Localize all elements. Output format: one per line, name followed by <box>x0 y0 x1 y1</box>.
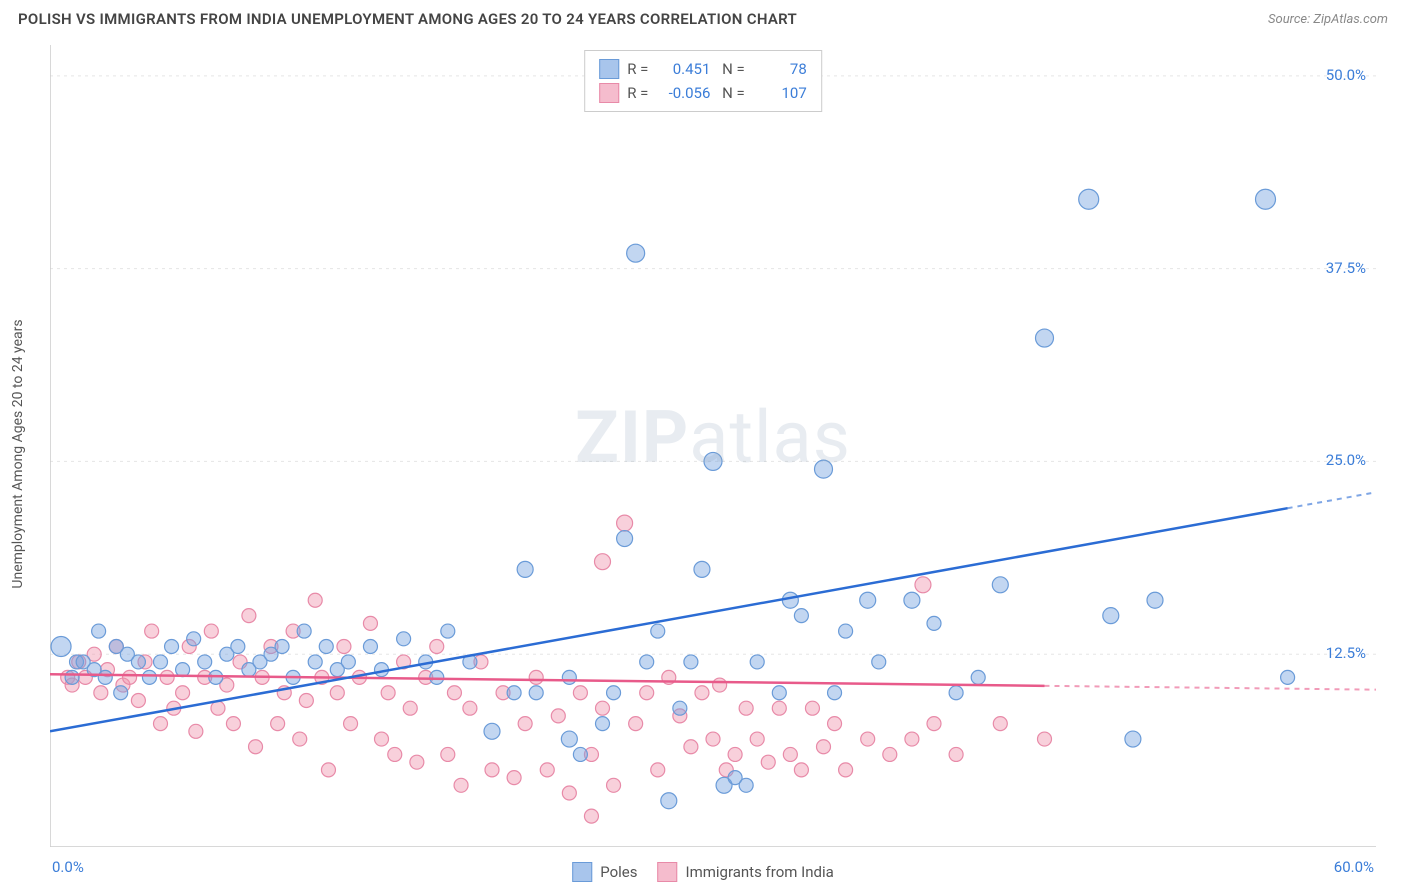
chart-area: ZIPatlas <box>50 45 1376 847</box>
r-label: R = <box>627 60 648 78</box>
x-axis-max: 60.0% <box>1334 858 1374 876</box>
scatter-plot <box>50 45 1376 847</box>
legend-label-pink: Immigrants from India <box>685 863 833 881</box>
n-value-blue: 78 <box>753 60 807 78</box>
source-label: Source: ZipAtlas.com <box>1268 12 1388 27</box>
r-value-blue: 0.451 <box>656 60 710 78</box>
y-tick-label: 37.5% <box>1326 259 1366 277</box>
stats-row-pink: R = -0.056 N = 107 <box>599 81 807 105</box>
legend-label-blue: Poles <box>600 863 637 881</box>
legend: Poles Immigrants from India <box>572 862 834 882</box>
swatch-pink <box>599 83 619 103</box>
swatch-blue <box>572 862 592 882</box>
swatch-pink <box>657 862 677 882</box>
y-tick-label: 50.0% <box>1326 66 1366 84</box>
x-axis-min: 0.0% <box>52 858 84 876</box>
legend-item-pink: Immigrants from India <box>657 862 833 882</box>
y-axis-label: Unemployment Among Ages 20 to 24 years <box>10 319 26 588</box>
r-value-pink: -0.056 <box>656 84 710 102</box>
y-tick-label: 12.5% <box>1326 644 1366 662</box>
swatch-blue <box>599 59 619 79</box>
stats-row-blue: R = 0.451 N = 78 <box>599 57 807 81</box>
r-label: R = <box>627 84 648 102</box>
n-label: N = <box>718 60 744 78</box>
y-tick-label: 25.0% <box>1326 451 1366 469</box>
n-label: N = <box>718 84 744 102</box>
legend-item-blue: Poles <box>572 862 637 882</box>
stats-box: R = 0.451 N = 78 R = -0.056 N = 107 <box>584 50 822 112</box>
chart-title: POLISH VS IMMIGRANTS FROM INDIA UNEMPLOY… <box>18 10 797 28</box>
n-value-pink: 107 <box>753 84 807 102</box>
